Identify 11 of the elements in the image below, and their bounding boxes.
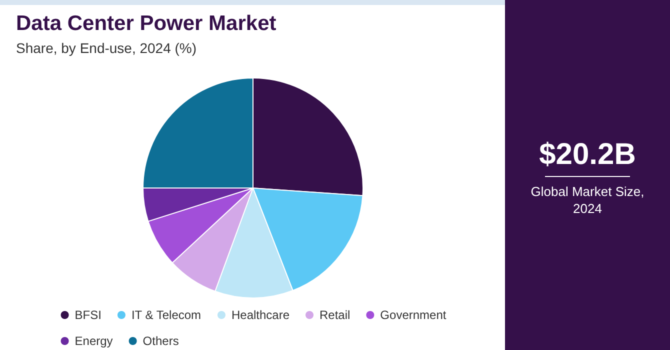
legend-label: Healthcare — [231, 308, 290, 322]
text: $20.2B — [538, 138, 637, 172]
legend-label: BFSI — [74, 308, 102, 322]
legend-label: Others — [142, 334, 179, 348]
chart-subtitle: Share, by End-use, 2024 (%) — [16, 40, 197, 56]
chart-title: Data Center Power Market — [16, 12, 276, 36]
legend-label: Government — [380, 308, 447, 322]
text: Global Market Size, 2024 — [530, 183, 646, 217]
legend-label: Retail — [320, 308, 350, 322]
legend-label: IT & Telecom — [131, 308, 202, 322]
legend-label: Energy — [74, 334, 113, 348]
